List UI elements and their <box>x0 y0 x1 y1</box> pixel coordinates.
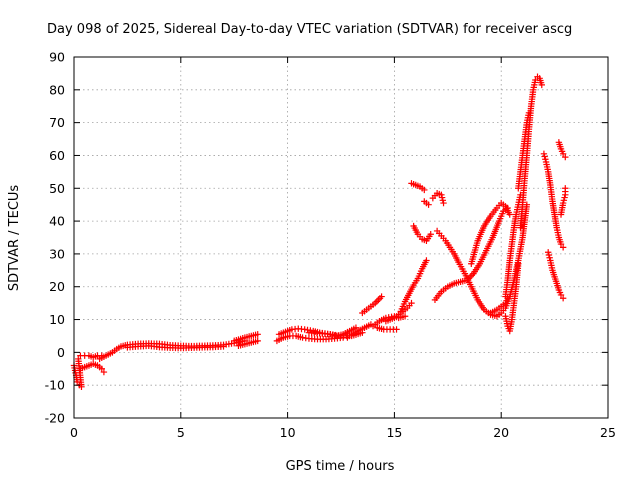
series-arc-early-2 <box>124 342 227 352</box>
series-arc-13-14 <box>344 321 375 341</box>
data-point <box>220 343 227 350</box>
data-point <box>562 153 569 161</box>
data-point <box>438 191 445 199</box>
data-point <box>541 153 548 160</box>
series-arc-15-16b <box>397 257 430 315</box>
data-point <box>559 295 567 302</box>
data-point <box>100 368 108 376</box>
data-point <box>440 199 447 207</box>
y-tick-label: 60 <box>49 148 65 163</box>
y-tick-label: 50 <box>49 181 65 196</box>
data-point <box>401 313 409 320</box>
series-arc-start-low <box>77 360 108 376</box>
series-arc-16-mid-2 <box>421 198 432 208</box>
x-tick-label: 25 <box>600 425 616 440</box>
data-point <box>542 156 549 163</box>
y-tick-label: 70 <box>49 115 65 130</box>
data-point <box>545 251 553 259</box>
series-arc-16-top <box>408 180 428 194</box>
series-arc-22-fall <box>540 150 567 251</box>
data-point <box>254 337 261 345</box>
series-arc-16-mid <box>410 222 434 244</box>
plot-frame <box>73 56 609 419</box>
grid-lines <box>74 57 608 418</box>
series-arc-17-lower <box>431 204 511 304</box>
series-arc-20-21 <box>487 295 511 317</box>
data-point <box>560 197 568 204</box>
series-arc-mid-a <box>231 331 261 345</box>
series-arc-14-15c <box>374 324 400 333</box>
y-tick-label: 0 <box>57 345 65 360</box>
data-point <box>559 199 567 207</box>
y-tick-label: 30 <box>49 246 65 261</box>
chart-title: Day 098 of 2025, Sidereal Day-to-day VTE… <box>47 22 572 37</box>
x-tick-label: 5 <box>177 425 185 440</box>
data-point <box>408 299 415 307</box>
y-tick-labels: -20 -10 0 10 20 30 40 50 60 70 80 90 <box>45 50 65 426</box>
series-arc-21-b <box>515 109 533 192</box>
data-point <box>538 81 545 89</box>
series-arc-mid-b <box>235 337 261 349</box>
data-point <box>254 331 261 338</box>
data-point <box>98 365 105 372</box>
series-arc-17-top <box>429 189 447 207</box>
data-point <box>506 211 513 218</box>
data-point <box>557 291 565 299</box>
data-point <box>559 150 567 158</box>
data-point <box>557 240 565 248</box>
series-arc-21-peak <box>517 73 545 231</box>
y-tick-label: 40 <box>49 214 65 229</box>
series-arc-14-15b <box>359 293 385 317</box>
data-point <box>425 201 432 208</box>
data-point <box>438 194 446 201</box>
data-points <box>70 73 569 391</box>
x-tick-labels: 0 5 10 15 20 25 <box>70 425 616 440</box>
data-point <box>515 260 522 267</box>
data-point <box>75 355 82 363</box>
x-tick-label: 0 <box>70 425 78 440</box>
data-point <box>421 186 428 194</box>
data-point <box>378 293 385 300</box>
axis-ticks <box>73 56 609 419</box>
data-point <box>546 254 553 261</box>
y-tick-label: -20 <box>45 411 65 426</box>
data-point <box>525 109 533 116</box>
data-point <box>562 185 569 192</box>
data-point <box>423 257 430 264</box>
y-tick-label: 10 <box>49 312 65 327</box>
series-arc-15-16a <box>382 299 415 325</box>
data-point <box>439 197 447 204</box>
x-axis-label: GPS time / hours <box>286 459 395 474</box>
x-tick-label: 20 <box>493 425 509 440</box>
x-tick-label: 10 <box>280 425 296 440</box>
series-arc-22-b <box>544 249 567 302</box>
y-tick-label: 20 <box>49 279 65 294</box>
y-tick-label: 90 <box>49 50 65 65</box>
series-arc-20-low <box>502 260 522 335</box>
series-arc-23-top <box>555 139 569 161</box>
data-point <box>561 194 568 201</box>
series-arc-19-20 <box>468 199 513 267</box>
data-point <box>544 249 552 256</box>
data-point <box>559 244 567 251</box>
y-axis-label: SDTVAR / TECUs <box>7 185 22 292</box>
series-arc-23-mid <box>557 185 569 218</box>
data-point <box>427 231 434 238</box>
data-point <box>393 326 400 333</box>
data-point <box>540 150 548 158</box>
x-tick-label: 15 <box>386 425 402 440</box>
series-arc-14-15a <box>369 313 409 330</box>
y-tick-label: -10 <box>45 378 65 393</box>
y-tick-label: 80 <box>49 82 65 97</box>
